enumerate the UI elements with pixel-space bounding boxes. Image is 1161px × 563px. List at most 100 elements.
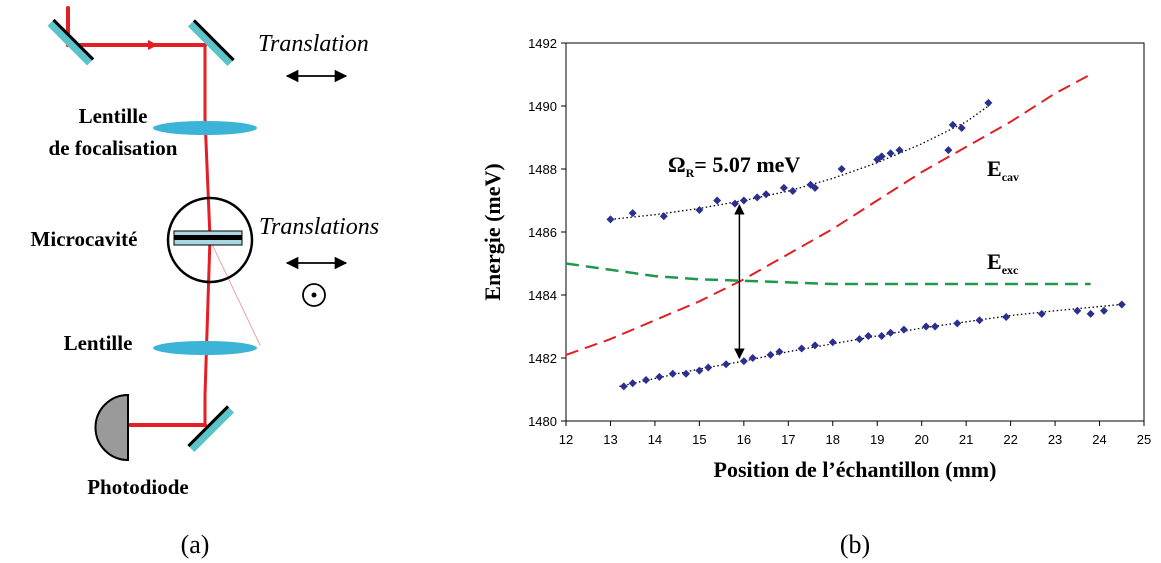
data-point-diamond [837, 165, 846, 173]
data-point-diamond [695, 205, 704, 214]
exciton-line [565, 262, 1091, 286]
data-point-diamond [766, 350, 775, 359]
data-point-diamond [953, 319, 962, 328]
mirror-top-left [47, 18, 95, 66]
collecting-lens [153, 341, 257, 355]
x-tick-label: 15 [692, 432, 706, 447]
omega-symbol: Ω [668, 152, 686, 177]
y-tick-label: 1482 [528, 351, 557, 366]
data-point-diamond [713, 196, 722, 205]
data-point-diamond [606, 215, 615, 224]
beam-direction-arrow [148, 40, 158, 50]
data-point-diamond [1086, 309, 1095, 318]
panel-b-chart: 12 13 14 15 16 17 18 19 20 21 22 23 24 25 14801482148… [480, 36, 1151, 559]
y-tick-label: 1486 [528, 225, 557, 240]
x-tick-label: 14 [648, 432, 662, 447]
x-tick-label: 19 [870, 432, 884, 447]
x-tick-label: 25 [1137, 432, 1151, 447]
data-point-diamond [810, 341, 819, 350]
ecav-label: Ecav [987, 156, 1019, 184]
y-tick-label: 1484 [528, 288, 557, 303]
y-axis-ticks: 1480 1482 1484 1486 1488 1490 1492 [528, 36, 566, 429]
data-point-diamond [704, 363, 713, 372]
data-point-diamond [695, 366, 704, 375]
data-point-diamond [739, 357, 748, 366]
data-point-diamond [877, 152, 886, 161]
data-point-diamond [659, 212, 668, 221]
data-point-diamond [1073, 306, 1082, 315]
data-point-diamond [619, 382, 628, 391]
mirror-top-right [187, 19, 235, 67]
data-point-diamond [655, 372, 664, 381]
x-tick-label: 23 [1048, 432, 1062, 447]
x-axis-label: Position de l’échantillon (mm) [714, 457, 997, 482]
data-point-diamond [762, 190, 771, 199]
y-tick-label: 1488 [528, 162, 557, 177]
focusing-lens [153, 121, 257, 135]
x-tick-label: 16 [737, 432, 751, 447]
microcavity-sample [166, 196, 254, 284]
ecav-subscript: cav [1002, 170, 1019, 184]
eexc-subscript: exc [1002, 263, 1019, 277]
data-point-diamond [922, 322, 931, 331]
ecav-main: E [987, 156, 1002, 181]
caption-b: (b) [840, 530, 870, 559]
data-point-diamond [957, 124, 966, 133]
data-point-diamond [984, 98, 993, 107]
data-point-diamond [628, 209, 637, 218]
data-point-diamond [944, 146, 953, 155]
x-tick-label: 17 [781, 432, 795, 447]
out-of-plane-symbol [302, 283, 326, 307]
x-axis-ticks: 12 13 14 15 16 17 18 19 20 21 22 23 24 25 [559, 421, 1151, 447]
chart-curves [565, 73, 1122, 388]
x-tick-label: 21 [959, 432, 973, 447]
data-point-diamond [810, 183, 819, 192]
data-point-diamond [948, 120, 957, 129]
x-tick-label: 18 [826, 432, 840, 447]
x-tick-label: 22 [1003, 432, 1017, 447]
data-point-diamond [788, 187, 797, 196]
data-point-diamond [1117, 300, 1126, 309]
data-point-diamond [899, 325, 908, 334]
y-tick-label: 1492 [528, 36, 557, 51]
x-tick-label: 24 [1092, 432, 1106, 447]
eexc-main: E [987, 249, 1002, 274]
label-lens: Lentille [64, 331, 133, 355]
label-focusing-lens-line2: de focalisation [49, 136, 178, 160]
label-photodiode: Photodiode [87, 475, 189, 499]
data-point-diamond [886, 328, 895, 337]
photodiode-detector [94, 393, 129, 462]
data-point-diamond [682, 369, 691, 378]
data-point-diamond [722, 360, 731, 369]
label-microcavity: Microcavité [31, 227, 138, 251]
data-point-diamond [1002, 313, 1011, 322]
eexc-label: Eexc [987, 249, 1019, 277]
data-point-diamond [748, 354, 757, 362]
y-axis-label: Energie (meV) [480, 163, 505, 300]
x-tick-label: 20 [914, 432, 928, 447]
data-point-diamond [668, 369, 677, 378]
data-point-diamond [886, 149, 895, 158]
data-point-diamond [779, 183, 788, 192]
y-tick-label: 1490 [528, 99, 557, 114]
data-point-diamond [828, 338, 837, 347]
data-point-diamond [628, 379, 637, 388]
data-point-diamond [931, 322, 940, 331]
data-point-diamond [730, 199, 739, 208]
data-point-diamond [877, 331, 886, 340]
data-point-diamond [1037, 309, 1046, 318]
panel-a-setup: Translation Lentille de focalisation Mic… [31, 6, 379, 559]
data-point-diamond [895, 146, 904, 155]
rabi-annotation: ΩR= 5.07 meV [668, 152, 800, 180]
label-translation: Translation [258, 31, 369, 57]
cavity-mode-line [565, 73, 1092, 356]
label-translations: Translations [259, 214, 379, 240]
x-tick-label: 13 [603, 432, 617, 447]
plot-area-frame [565, 42, 1145, 422]
mirror-bottom-right [187, 405, 235, 453]
omega-value: = 5.07 meV [694, 152, 800, 177]
data-point-diamond [1099, 306, 1108, 315]
data-point-diamond [642, 376, 651, 385]
laser-beam [66, 6, 261, 427]
data-point-diamond [753, 193, 762, 202]
